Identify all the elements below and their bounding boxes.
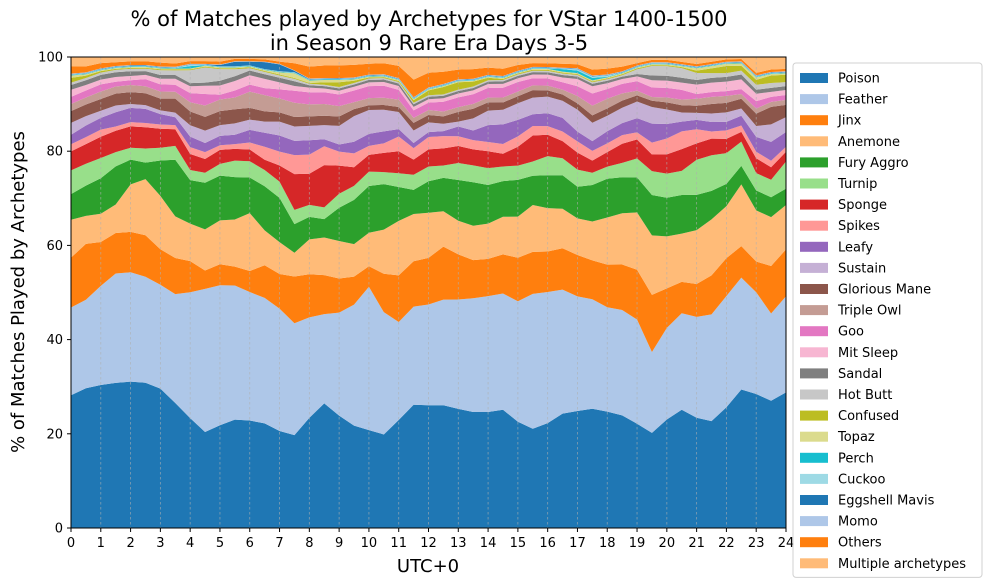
legend-frame <box>792 62 983 578</box>
area-topaz <box>71 63 786 101</box>
legend-swatch-glorious-mane <box>800 284 828 294</box>
legend-swatch-sustain <box>800 262 828 273</box>
legend-swatch-confused <box>800 410 828 421</box>
legend-swatch-mit-sleep <box>800 347 828 358</box>
x-tick-label: 4 <box>186 536 194 551</box>
y-tick-label: 100 <box>38 51 63 66</box>
area-glorious-mane <box>71 90 786 131</box>
legend-swatch-anemone <box>800 136 828 147</box>
legend-label-mit-sleep: Mit Sleep <box>838 346 898 361</box>
y-tick-label: 80 <box>46 145 63 160</box>
y-tick-label: 60 <box>46 239 63 254</box>
legend-swatch-multiple-archetypes <box>800 558 828 569</box>
area-hot-butt <box>71 66 786 105</box>
x-tick-label: 22 <box>718 536 735 551</box>
legend-label-confused: Confused <box>838 409 899 424</box>
legend-label-momo: Momo <box>838 515 878 530</box>
legend-label-goo: Goo <box>838 325 864 340</box>
legend-label-sustain: Sustain <box>838 261 886 276</box>
chart-title-line2: in Season 9 Rare Era Days 3-5 <box>270 31 588 55</box>
y-tick-label: 0 <box>55 522 63 537</box>
legend: Poison Feather Jinx Anemone Fury Aggro Turnip… <box>792 62 983 578</box>
legend-swatch-momo <box>800 516 828 527</box>
legend-label-poison: Poison <box>838 72 880 87</box>
legend-swatch-eggshell-mavis <box>800 495 828 505</box>
legend-label-cuckoo: Cuckoo <box>838 472 885 487</box>
x-tick-label: 11 <box>390 536 407 551</box>
legend-label-jinx: Jinx <box>837 114 862 129</box>
x-tick-label: 21 <box>688 536 705 551</box>
x-tick-label: 12 <box>420 536 437 551</box>
legend-swatch-others <box>800 537 828 548</box>
y-axis-ticks: 0 20 40 60 80 100 <box>38 51 71 537</box>
y-tick-label: 20 <box>46 427 63 442</box>
x-tick-label: 24 <box>778 536 795 551</box>
legend-label-sandal: Sandal <box>838 367 882 382</box>
legend-label-others: Others <box>838 536 882 551</box>
legend-label-hot-butt: Hot Butt <box>838 388 892 403</box>
legend-swatch-cuckoo <box>800 473 828 484</box>
area-multiple-archetypes <box>71 179 786 295</box>
legend-label-fury-aggro: Fury Aggro <box>838 156 909 171</box>
legend-label-eggshell-mavis: Eggshell Mavis <box>838 494 935 509</box>
x-tick-label: 15 <box>510 536 527 551</box>
x-axis-label: UTC+0 <box>397 556 459 577</box>
legend-label-turnip: Turnip <box>837 177 877 192</box>
x-tick-label: 14 <box>480 536 497 551</box>
x-tick-label: 6 <box>246 536 254 551</box>
x-tick-label: 3 <box>156 536 164 551</box>
legend-swatch-hot-butt <box>800 389 828 400</box>
x-tick-label: 20 <box>659 536 676 551</box>
legend-label-perch: Perch <box>838 451 874 466</box>
x-tick-label: 2 <box>126 536 134 551</box>
legend-label-glorious-mane: Glorious Mane <box>838 283 931 298</box>
area-cuckoo <box>71 62 786 99</box>
legend-label-leafy: Leafy <box>838 240 873 255</box>
y-tick-label: 40 <box>46 333 63 348</box>
area-others <box>71 231 786 352</box>
legend-swatch-feather <box>800 94 828 105</box>
x-tick-label: 19 <box>629 536 646 551</box>
y-axis-label: % of Matches Played by Archetypes <box>8 131 29 453</box>
area-confused <box>71 65 786 103</box>
legend-swatch-turnip <box>800 178 828 189</box>
legend-label-multiple-archetypes: Multiple archetypes <box>838 557 966 572</box>
x-tick-label: 1 <box>97 536 105 551</box>
legend-swatch-spikes <box>800 220 828 231</box>
x-tick-label: 5 <box>216 536 224 551</box>
area-sponge <box>71 126 786 210</box>
legend-swatch-jinx <box>800 115 828 126</box>
area-triple-owl <box>71 85 786 123</box>
x-tick-label: 8 <box>305 536 313 551</box>
legend-swatch-triple-owl <box>800 305 828 316</box>
legend-swatch-leafy <box>800 241 828 252</box>
legend-label-anemone: Anemone <box>838 135 900 150</box>
x-tick-label: 0 <box>67 536 75 551</box>
x-tick-label: 9 <box>335 536 343 551</box>
legend-label-sponge: Sponge <box>838 198 887 213</box>
legend-swatch-sponge <box>800 199 828 210</box>
area-perch <box>71 62 786 100</box>
legend-swatch-sandal <box>800 368 828 379</box>
x-tick-label: 18 <box>599 536 616 551</box>
x-tick-label: 13 <box>450 536 467 551</box>
legend-label-topaz: Topaz <box>837 430 875 445</box>
legend-label-spikes: Spikes <box>838 219 880 234</box>
x-tick-label: 16 <box>539 536 556 551</box>
area-sandal <box>71 70 786 107</box>
x-tick-label: 10 <box>361 536 378 551</box>
legend-swatch-poison <box>800 73 828 83</box>
legend-swatch-perch <box>800 452 828 463</box>
legend-swatch-goo <box>800 326 828 337</box>
legend-label-triple-owl: Triple Owl <box>837 304 901 319</box>
x-tick-label: 7 <box>275 536 283 551</box>
legend-swatch-topaz <box>800 431 828 442</box>
x-axis-ticks: 0 1 2 3 4 5 6 7 8 9 10 11 12 13 14 15 16 17 18 19 20 21 22 23 24 <box>67 528 794 551</box>
chart-title-line1: % of Matches played by Archetypes for VS… <box>131 7 728 31</box>
legend-label-feather: Feather <box>838 93 888 108</box>
legend-swatch-fury-aggro <box>800 157 828 168</box>
x-tick-label: 17 <box>569 536 586 551</box>
x-tick-label: 23 <box>748 536 765 551</box>
